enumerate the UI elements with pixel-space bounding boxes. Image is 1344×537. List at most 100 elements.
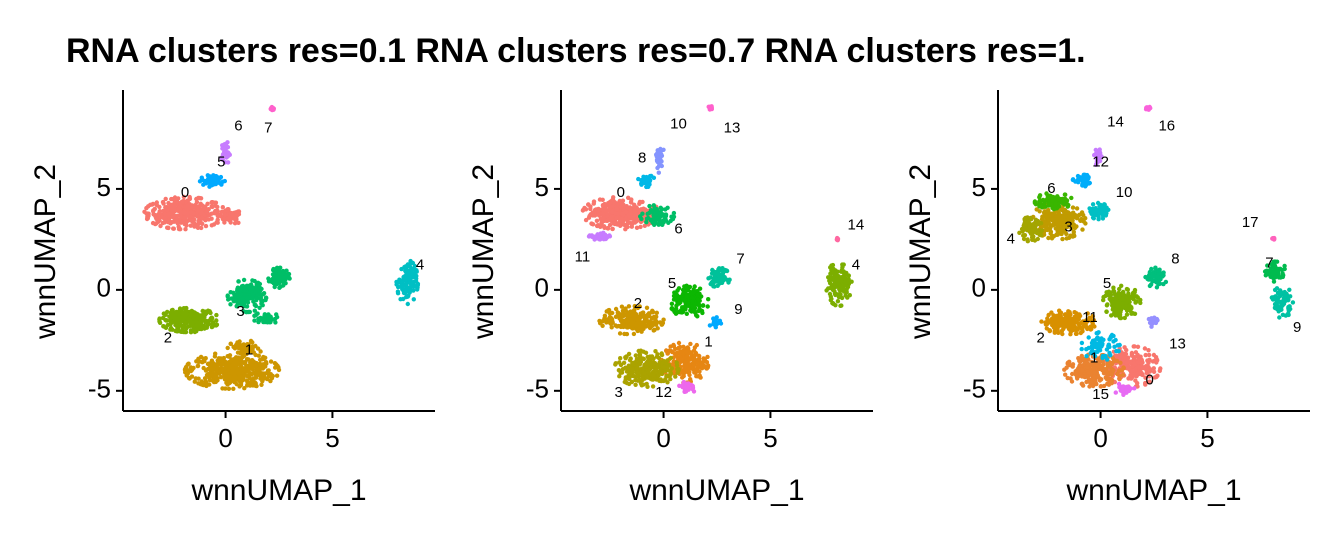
data-point bbox=[404, 265, 409, 270]
data-point bbox=[663, 207, 668, 212]
data-point bbox=[154, 200, 159, 205]
data-point bbox=[669, 306, 674, 311]
data-point bbox=[1277, 299, 1282, 304]
data-point bbox=[655, 352, 660, 357]
y-tick-label: 5 bbox=[535, 172, 549, 202]
data-point bbox=[277, 268, 282, 273]
data-point bbox=[608, 204, 613, 209]
data-point bbox=[1111, 368, 1116, 373]
data-point bbox=[617, 198, 622, 204]
data-point bbox=[192, 379, 197, 384]
data-point bbox=[1124, 360, 1129, 365]
data-point bbox=[1120, 372, 1126, 378]
data-point bbox=[223, 147, 228, 152]
data-point bbox=[1151, 369, 1157, 374]
data-point bbox=[618, 356, 623, 361]
data-point bbox=[396, 284, 401, 290]
data-point bbox=[684, 294, 689, 299]
data-point bbox=[257, 361, 263, 366]
data-point bbox=[1118, 307, 1124, 313]
data-point bbox=[644, 216, 650, 221]
data-point bbox=[671, 210, 677, 216]
data-point bbox=[1129, 350, 1135, 356]
data-point bbox=[649, 354, 655, 359]
data-point bbox=[176, 226, 182, 232]
data-point bbox=[1077, 312, 1082, 317]
data-point bbox=[618, 370, 623, 375]
data-point bbox=[173, 328, 178, 334]
data-point bbox=[644, 319, 650, 324]
data-point bbox=[1280, 274, 1286, 280]
data-point bbox=[191, 220, 197, 226]
data-point bbox=[834, 236, 840, 242]
data-point bbox=[244, 357, 250, 362]
data-point bbox=[678, 308, 684, 313]
data-point bbox=[1066, 202, 1071, 208]
data-point bbox=[222, 220, 227, 225]
data-point bbox=[395, 289, 401, 294]
data-point bbox=[1082, 374, 1088, 380]
data-point bbox=[614, 324, 620, 329]
data-point bbox=[712, 321, 717, 326]
data-point bbox=[832, 282, 837, 287]
data-point bbox=[284, 268, 289, 273]
data-point bbox=[234, 213, 240, 218]
data-point bbox=[609, 325, 614, 330]
data-point bbox=[690, 383, 695, 389]
data-point bbox=[659, 159, 664, 164]
data-point bbox=[1271, 279, 1277, 284]
data-point bbox=[618, 312, 623, 317]
data-point bbox=[631, 309, 637, 315]
data-point bbox=[193, 376, 198, 381]
data-point bbox=[286, 271, 292, 277]
cluster-2-points bbox=[157, 305, 220, 335]
data-point bbox=[633, 377, 638, 383]
data-point bbox=[250, 278, 255, 283]
data-point bbox=[235, 366, 241, 371]
data-point bbox=[1155, 373, 1160, 378]
data-point bbox=[1046, 200, 1051, 206]
data-point bbox=[698, 375, 703, 380]
cluster-2-points bbox=[597, 303, 666, 337]
data-point bbox=[666, 220, 671, 225]
data-point bbox=[252, 318, 257, 323]
data-point bbox=[607, 234, 613, 239]
data-point bbox=[705, 354, 710, 360]
data-point bbox=[272, 361, 278, 366]
data-point bbox=[198, 196, 204, 201]
data-point bbox=[1135, 371, 1140, 376]
cluster-label-14: 14 bbox=[848, 216, 865, 233]
data-point bbox=[692, 353, 697, 358]
data-point bbox=[242, 386, 247, 391]
data-point bbox=[696, 357, 701, 362]
data-point bbox=[1286, 304, 1291, 310]
data-point bbox=[403, 283, 409, 289]
cluster-label-10: 10 bbox=[670, 115, 687, 132]
data-point bbox=[195, 325, 200, 331]
data-point bbox=[157, 204, 162, 210]
data-point bbox=[635, 373, 640, 379]
data-point bbox=[1156, 268, 1161, 273]
data-point bbox=[839, 269, 844, 274]
data-point bbox=[172, 203, 178, 208]
data-point bbox=[688, 341, 693, 347]
data-point bbox=[196, 208, 202, 213]
data-point bbox=[1084, 379, 1089, 385]
data-point bbox=[694, 313, 699, 318]
data-point bbox=[237, 370, 242, 375]
data-point bbox=[704, 360, 710, 365]
data-point bbox=[170, 327, 175, 332]
data-point bbox=[838, 303, 843, 308]
cluster-label-6: 6 bbox=[674, 220, 682, 237]
data-point bbox=[253, 375, 259, 380]
data-point bbox=[256, 353, 261, 358]
data-point bbox=[214, 318, 219, 323]
data-point bbox=[674, 360, 679, 365]
data-point bbox=[1135, 344, 1141, 349]
data-point bbox=[705, 304, 710, 309]
data-point bbox=[605, 226, 611, 231]
cluster-points bbox=[142, 104, 421, 391]
data-point bbox=[695, 292, 700, 298]
data-point bbox=[625, 220, 631, 226]
data-point bbox=[1059, 315, 1064, 321]
